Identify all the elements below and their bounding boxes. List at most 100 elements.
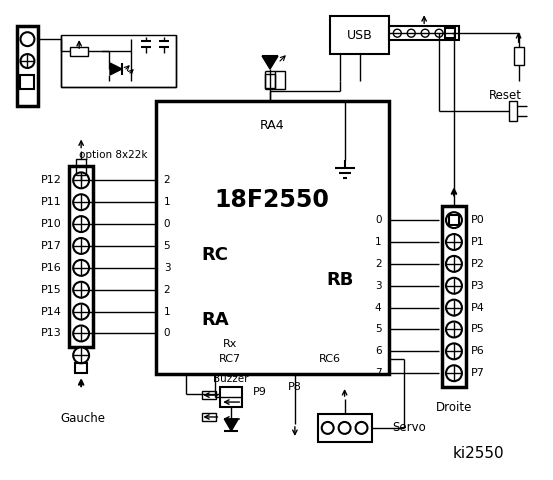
Text: RC: RC: [202, 246, 229, 264]
Text: Buzzer: Buzzer: [212, 374, 248, 384]
Polygon shape: [225, 419, 238, 431]
Text: 2: 2: [164, 285, 170, 295]
Bar: [76, 159, 86, 175]
Text: 5: 5: [375, 324, 382, 335]
Bar: [17, 26, 38, 106]
Text: Servo: Servo: [392, 421, 426, 434]
Text: RA: RA: [201, 311, 229, 328]
Circle shape: [73, 194, 89, 210]
Bar: [442, 206, 466, 387]
Bar: [265, 74, 275, 88]
Circle shape: [73, 282, 89, 298]
Text: 1: 1: [375, 237, 382, 247]
Text: 2: 2: [164, 175, 170, 185]
Text: 0: 0: [164, 328, 170, 338]
Text: USB: USB: [347, 29, 372, 42]
Text: P5: P5: [471, 324, 484, 335]
Text: P11: P11: [40, 197, 61, 207]
Text: 1: 1: [164, 197, 170, 207]
Text: P10: P10: [40, 219, 61, 229]
Circle shape: [73, 260, 89, 276]
Text: 0: 0: [164, 219, 170, 229]
Circle shape: [446, 278, 462, 294]
Text: option 8x22k: option 8x22k: [79, 151, 147, 160]
Circle shape: [446, 300, 462, 315]
Text: RA4: RA4: [260, 119, 284, 132]
Text: P2: P2: [471, 259, 485, 269]
Text: 1: 1: [164, 307, 170, 317]
Text: 6: 6: [375, 347, 382, 356]
Circle shape: [73, 216, 89, 232]
Circle shape: [73, 325, 89, 341]
Circle shape: [20, 54, 34, 68]
Bar: [330, 16, 389, 54]
Text: 4: 4: [375, 302, 382, 312]
Text: P17: P17: [40, 241, 61, 251]
Circle shape: [322, 422, 333, 434]
Bar: [69, 167, 93, 348]
Bar: [318, 414, 372, 442]
Text: Reset: Reset: [489, 89, 522, 102]
Polygon shape: [110, 63, 122, 75]
Bar: [220, 387, 242, 407]
Text: 18F2550: 18F2550: [215, 188, 330, 212]
Bar: [70, 47, 88, 56]
Circle shape: [20, 32, 34, 46]
Text: P14: P14: [40, 307, 61, 317]
Bar: [61, 35, 176, 87]
Text: P16: P16: [40, 263, 61, 273]
Text: RC7: RC7: [219, 354, 241, 364]
Text: P8: P8: [288, 382, 302, 392]
Circle shape: [446, 343, 462, 360]
Text: P9: P9: [253, 387, 267, 397]
Text: Gauche: Gauche: [61, 412, 106, 425]
Circle shape: [393, 29, 401, 37]
Circle shape: [73, 304, 89, 320]
Text: 3: 3: [164, 263, 170, 273]
Circle shape: [446, 234, 462, 250]
Polygon shape: [262, 56, 278, 69]
Text: P12: P12: [40, 175, 61, 185]
Text: P7: P7: [471, 368, 485, 378]
Text: 7: 7: [375, 368, 382, 378]
Bar: [202, 413, 216, 421]
Bar: [445, 28, 455, 38]
Bar: [156, 101, 389, 374]
Circle shape: [435, 29, 443, 37]
Circle shape: [356, 422, 368, 434]
Text: P1: P1: [471, 237, 484, 247]
Text: 2: 2: [375, 259, 382, 269]
Text: RB: RB: [326, 271, 353, 289]
Circle shape: [421, 29, 429, 37]
Text: Droite: Droite: [436, 400, 472, 414]
Text: 5: 5: [164, 241, 170, 251]
Text: RC6: RC6: [319, 354, 341, 364]
Text: Rx: Rx: [223, 339, 237, 349]
Circle shape: [407, 29, 415, 37]
Circle shape: [446, 365, 462, 381]
Text: 0: 0: [375, 215, 382, 225]
Circle shape: [73, 348, 89, 363]
Bar: [20, 75, 34, 89]
Circle shape: [73, 238, 89, 254]
Text: P0: P0: [471, 215, 484, 225]
Circle shape: [338, 422, 351, 434]
Bar: [202, 391, 216, 399]
Circle shape: [446, 322, 462, 337]
Circle shape: [73, 172, 89, 188]
Bar: [75, 363, 87, 373]
Text: P6: P6: [471, 347, 484, 356]
Bar: [275, 71, 285, 89]
Text: ki2550: ki2550: [453, 446, 505, 461]
Bar: [509, 101, 517, 120]
Text: P4: P4: [471, 302, 485, 312]
Text: P13: P13: [40, 328, 61, 338]
Text: 3: 3: [375, 281, 382, 291]
Circle shape: [446, 212, 462, 228]
Bar: [449, 215, 459, 225]
Text: P15: P15: [40, 285, 61, 295]
Text: P3: P3: [471, 281, 484, 291]
Circle shape: [446, 256, 462, 272]
Bar: [514, 47, 524, 65]
Bar: [389, 26, 459, 40]
